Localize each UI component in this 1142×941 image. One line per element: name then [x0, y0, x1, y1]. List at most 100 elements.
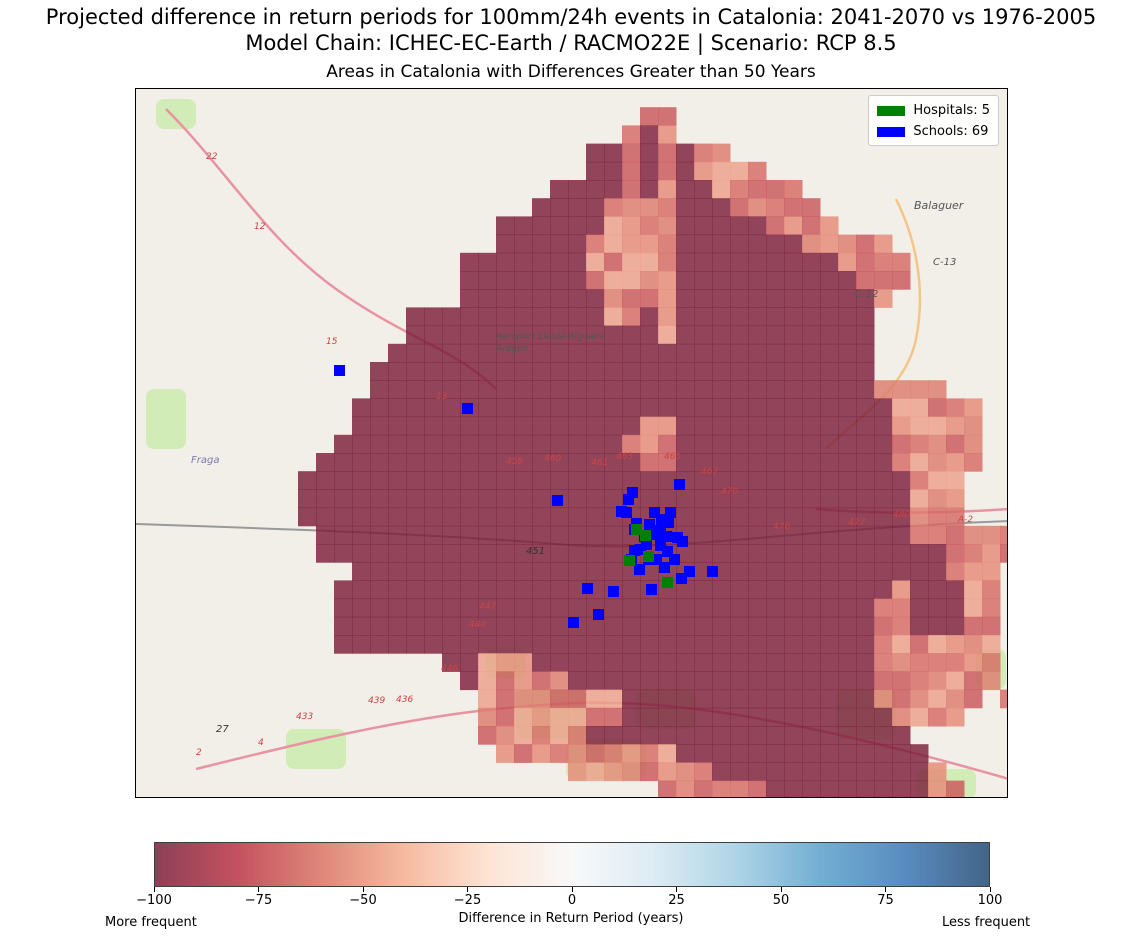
- raster-cell: [514, 744, 533, 763]
- raster-cell: [730, 252, 749, 272]
- raster-cell: [694, 598, 713, 618]
- map-label: 15: [326, 337, 338, 347]
- raster-cell: [478, 434, 497, 454]
- raster-cell: [658, 780, 677, 797]
- raster-cell: [748, 471, 767, 490]
- raster-cell: [676, 216, 695, 236]
- raster-cell: [568, 434, 587, 454]
- raster-cell: [1000, 544, 1007, 563]
- raster-cell: [532, 453, 551, 472]
- raster-cell: [892, 762, 911, 782]
- raster-cell: [748, 180, 767, 199]
- raster-cell: [316, 525, 335, 545]
- raster-cell: [838, 544, 857, 563]
- colorbar-tick: [885, 887, 886, 892]
- raster-cell: [730, 416, 749, 436]
- raster-cell: [568, 398, 587, 418]
- school-marker: [659, 562, 670, 573]
- raster-cell: [928, 507, 947, 527]
- raster-cell: [622, 362, 641, 381]
- raster-cell: [460, 489, 479, 509]
- raster-cell: [388, 580, 407, 600]
- raster-cell: [406, 325, 425, 345]
- map-label: 446: [441, 664, 458, 674]
- raster-cell: [694, 707, 713, 727]
- raster-cell: [856, 562, 875, 581]
- raster-cell: [334, 598, 353, 618]
- raster-cell: [838, 325, 857, 345]
- raster-cell: [550, 471, 569, 490]
- raster-cell: [928, 653, 947, 672]
- raster-cell: [676, 362, 695, 381]
- raster-cell: [856, 544, 875, 563]
- raster-cell: [694, 580, 713, 600]
- raster-cell: [550, 180, 569, 199]
- raster-cell: [496, 635, 515, 654]
- raster-cell: [784, 544, 803, 563]
- raster-cell: [694, 471, 713, 490]
- raster-cell: [748, 653, 767, 672]
- raster-cell: [748, 252, 767, 272]
- raster-cell: [892, 489, 911, 509]
- raster-cell: [694, 453, 713, 472]
- raster-cell: [730, 380, 749, 399]
- raster-cell: [406, 580, 425, 600]
- raster-cell: [694, 489, 713, 509]
- raster-cell: [406, 635, 425, 654]
- raster-cell: [586, 744, 605, 763]
- raster-cell: [730, 726, 749, 745]
- raster-cell: [568, 307, 587, 327]
- raster-cell: [748, 234, 767, 254]
- raster-cell: [892, 707, 911, 727]
- raster-cell: [874, 471, 893, 490]
- raster-cell: [748, 216, 767, 236]
- raster-cell: [604, 635, 623, 654]
- raster-cell: [748, 780, 767, 797]
- raster-cell: [334, 434, 353, 454]
- raster-cell: [442, 380, 461, 399]
- map-label: 460: [544, 454, 561, 464]
- raster-cell: [856, 289, 875, 308]
- raster-cell: [604, 762, 623, 782]
- raster-cell: [496, 289, 515, 308]
- raster-cell: [514, 252, 533, 272]
- raster-cell: [748, 271, 767, 290]
- raster-cell: [586, 616, 605, 636]
- raster-cell: [838, 525, 857, 545]
- map-label: 467: [701, 467, 718, 477]
- raster-cell: [694, 198, 713, 217]
- raster-cell: [820, 325, 839, 345]
- school-marker: [663, 517, 674, 528]
- raster-cell: [676, 780, 695, 797]
- raster-cell: [406, 598, 425, 618]
- map-label: 470: [721, 487, 738, 497]
- raster-cell: [748, 562, 767, 581]
- colorbar-label: Difference in Return Period (years): [458, 911, 684, 926]
- raster-cell: [586, 307, 605, 327]
- raster-cell: [712, 216, 731, 236]
- raster-cell: [874, 671, 893, 691]
- map-label: 463: [616, 452, 633, 462]
- school-marker: [334, 365, 345, 376]
- raster-cell: [586, 416, 605, 436]
- raster-cell: [892, 252, 911, 272]
- raster-cell: [766, 707, 785, 727]
- raster-cell: [442, 616, 461, 636]
- raster-cell: [838, 252, 857, 272]
- raster-cell: [442, 343, 461, 363]
- raster-cell: [658, 598, 677, 618]
- raster-cell: [766, 471, 785, 490]
- school-marker: [631, 518, 642, 529]
- raster-cell: [676, 271, 695, 290]
- raster-cell: [496, 416, 515, 436]
- raster-cell: [478, 616, 497, 636]
- raster-cell: [586, 525, 605, 545]
- raster-cell: [460, 525, 479, 545]
- raster-cell: [640, 762, 659, 782]
- raster-cell: [676, 598, 695, 618]
- raster-cell: [982, 562, 1001, 581]
- raster-cell: [586, 143, 605, 163]
- raster-cell: [784, 726, 803, 745]
- map-panel[interactable]: Balaguer C-13 C-12 Aeroport Lleida-Alguaire…: [135, 88, 1008, 798]
- raster-cell: [406, 453, 425, 472]
